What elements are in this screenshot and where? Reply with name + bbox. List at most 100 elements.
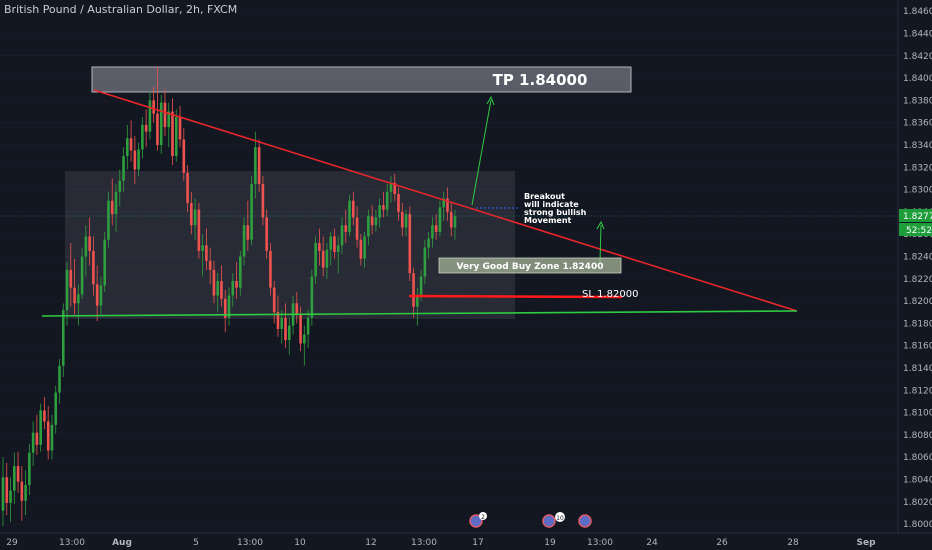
candle-body [122, 156, 125, 181]
candle [1, 457, 5, 527]
tp-arrow-shaft [471, 99, 492, 206]
descending-resistance-trendline[interactable] [93, 89, 798, 312]
candle [178, 105, 182, 148]
candle-body [92, 250, 95, 285]
candle-body [287, 325, 291, 341]
candle [352, 191, 355, 226]
candle-body [416, 295, 419, 307]
candle-body [374, 217, 378, 226]
candle-body [434, 225, 438, 232]
candle [208, 247, 212, 285]
candle-body [404, 214, 408, 228]
candle-body [205, 245, 208, 261]
candle [385, 183, 389, 217]
candle [231, 273, 235, 307]
candle [58, 359, 61, 404]
candle-body [126, 138, 129, 157]
candle [370, 205, 374, 235]
time-tick-label: 12 [365, 538, 376, 548]
candle-body [39, 410, 42, 445]
candle [246, 200, 250, 251]
candle-body [329, 236, 332, 250]
candle [156, 66, 159, 151]
candle [348, 195, 351, 237]
candle [65, 262, 69, 326]
grid [0, 10, 898, 525]
price-tick-label: 1.80200 [903, 498, 932, 508]
time-tick-label: 19 [544, 538, 556, 548]
candle-body [223, 298, 227, 318]
candle [227, 287, 231, 326]
candle [389, 176, 393, 203]
candle-body [449, 211, 453, 228]
candle [367, 209, 370, 246]
candle-body [31, 432, 35, 453]
candle [167, 102, 171, 148]
buy-zone-box[interactable] [438, 257, 622, 274]
consolidation-range-box [65, 171, 515, 319]
candle [50, 414, 54, 460]
price-tick-label: 1.80600 [903, 453, 932, 463]
price-axis[interactable]: 1.84600 1.84400 1.84200 1.84000 1.83800 1.836… [903, 7, 932, 530]
candle-body [208, 260, 212, 270]
chart-title: British Pound / Australian Dollar, 2h, F… [4, 3, 237, 16]
take-profit-label: TP 1.84000 [493, 71, 588, 89]
candle [412, 267, 415, 318]
horizontal-support-line[interactable] [41, 310, 798, 317]
economic-event-badge-2[interactable]: 10 [542, 512, 565, 528]
time-axis[interactable]: 29 13:00 Aug 5 13:00 10 12 13:00 17 19 13:00 24 26 28… [6, 538, 876, 548]
breakout-note-line-3: strong bullish [524, 208, 587, 217]
candle-body [363, 236, 366, 259]
event-count: 10 [556, 515, 564, 522]
candle [182, 128, 186, 181]
price-tick-label: 1.80800 [903, 431, 932, 441]
candle [306, 309, 310, 348]
candle [442, 191, 445, 221]
candle-body [129, 138, 133, 151]
candle-body [318, 243, 321, 251]
candle-body [397, 194, 400, 212]
candle [363, 231, 366, 268]
stop-loss-line[interactable] [408, 294, 623, 299]
candle [325, 243, 329, 279]
candle [110, 178, 114, 226]
candle [344, 209, 348, 244]
candle-body [254, 147, 257, 184]
candle [20, 466, 24, 521]
event-count-bubble [555, 512, 565, 522]
candle-body [84, 236, 88, 257]
candle [265, 209, 268, 259]
economic-event-badge-3[interactable] [578, 514, 592, 528]
candle-body [359, 239, 363, 259]
candle-body [352, 200, 355, 218]
candle-body [393, 182, 397, 195]
candle [416, 287, 419, 326]
candle [103, 231, 106, 293]
price-tick-label: 1.83800 [903, 96, 932, 106]
time-tick-label: 29 [6, 538, 18, 548]
buy-arrow-head-icon [596, 220, 605, 230]
candle [318, 228, 321, 266]
candle-body [167, 111, 171, 128]
candle-body [239, 256, 242, 288]
event-count-bubble [479, 512, 487, 520]
take-profit-box[interactable] [91, 66, 632, 93]
candle-body [306, 317, 310, 335]
candle-body [95, 284, 99, 306]
candle [205, 228, 208, 270]
candle-body [438, 207, 442, 232]
economic-event-badge-1[interactable]: 2 [469, 512, 487, 528]
price-tick-label: 1.81200 [903, 386, 932, 396]
candle-body [182, 139, 186, 173]
price-tick-label: 1.84400 [903, 29, 932, 39]
candle [355, 206, 359, 248]
candle [24, 470, 27, 516]
price-tick-label: 1.81000 [903, 409, 932, 419]
candle [257, 139, 261, 192]
candle-body [314, 243, 317, 277]
candle-body [212, 269, 216, 296]
candle [171, 98, 174, 166]
candle [269, 243, 272, 296]
candle [5, 462, 9, 516]
